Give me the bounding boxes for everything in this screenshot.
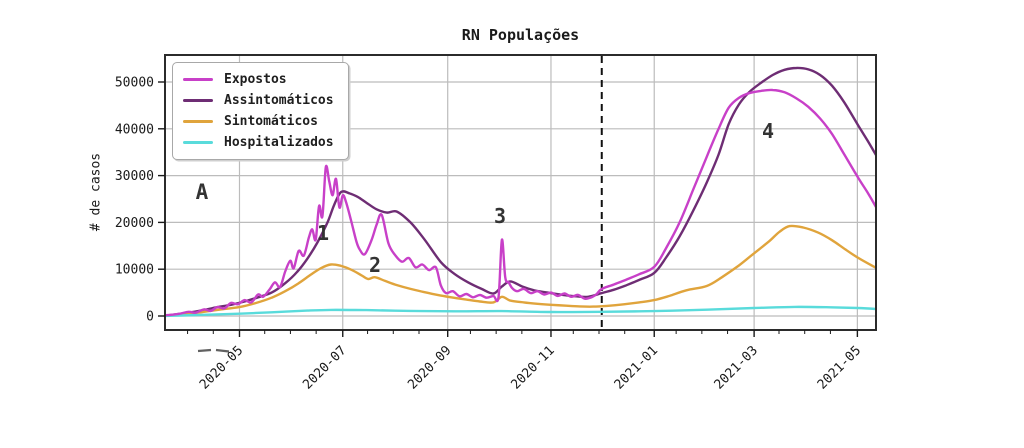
cropped-label-remnant — [215, 348, 230, 353]
series-lines — [165, 66, 876, 318]
y-tick-label: 10000 — [115, 263, 154, 278]
x-tick-label: 2020-11 — [508, 343, 557, 392]
x-tick-label: 2021-05 — [815, 343, 864, 392]
chart-title: RN Populações — [461, 26, 580, 44]
legend-line-swatch — [183, 140, 213, 145]
plot-frame — [164, 54, 877, 331]
y-tick-label: 40000 — [115, 122, 154, 137]
legend-label: Assintomáticos — [224, 93, 334, 108]
legend-item-assintomaticos: Assintomáticos — [183, 91, 334, 110]
legend-item-expostos: Expostos — [183, 70, 334, 89]
legend-label: Expostos — [224, 72, 287, 87]
annotation-2: 2 — [368, 253, 382, 277]
annotation-4: 4 — [761, 119, 775, 143]
series-line-expostos — [165, 88, 876, 317]
legend-line-swatch — [183, 98, 213, 103]
legend-line-swatch — [183, 77, 213, 82]
x-tick-label: 2021-03 — [712, 343, 761, 392]
annotation-1: 1 — [316, 221, 330, 245]
series-line-hospitalizados — [165, 305, 876, 318]
cropped-label-remnant — [197, 348, 212, 353]
legend-label: Hospitalizados — [224, 135, 334, 150]
axis-ticks — [158, 81, 859, 337]
legend-item-hospitalizados: Hospitalizados — [183, 133, 334, 152]
y-tick-label: 50000 — [115, 76, 154, 91]
y-tick-label: 0 — [146, 310, 154, 325]
legend-label: Sintomáticos — [224, 114, 318, 129]
grid-lines — [165, 55, 876, 330]
annotation-A: A — [195, 180, 209, 204]
series-line-sintomaticos — [165, 224, 876, 317]
x-tick-label: 2021-01 — [612, 343, 661, 392]
legend: Expostos Assintomáticos Sintomáticos Hospit… — [172, 62, 349, 160]
y-tick-label: 20000 — [115, 216, 154, 231]
series-line-assintomaticos — [165, 66, 876, 317]
legend-line-swatch — [183, 119, 213, 124]
legend-item-sintomaticos: Sintomáticos — [183, 112, 334, 131]
annotation-3: 3 — [493, 204, 507, 228]
y-tick-label: 30000 — [115, 169, 154, 184]
x-tick-label: 2020-09 — [405, 343, 454, 392]
x-tick-label: 2020-07 — [300, 343, 349, 392]
